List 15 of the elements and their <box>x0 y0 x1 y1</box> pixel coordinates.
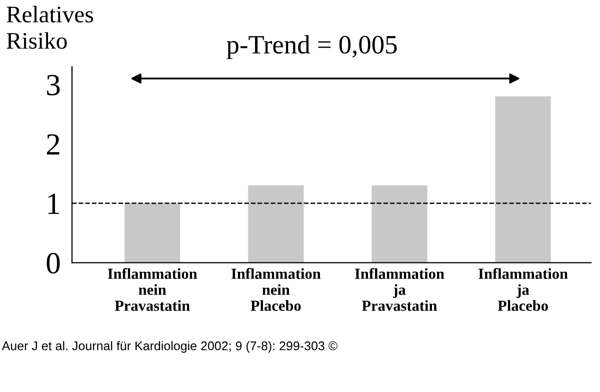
y-axis-title: Relatives Risiko <box>6 6 94 49</box>
x-tick-label: Inflammation nein Pravastatin <box>108 268 198 311</box>
bar <box>495 96 551 263</box>
bar <box>124 203 180 263</box>
x-tick-label: Inflammation ja Placebo <box>478 268 568 311</box>
x-tick-label: Inflammation ja Pravastatin <box>354 268 444 311</box>
text: Auer J et al. Journal für Kardiologie 2002; 9 (7-8): 299-303 © <box>2 341 338 353</box>
y-tick-label: 0 <box>46 252 60 274</box>
y-tick-label: 1 <box>48 194 60 214</box>
text: p-Trend = 0,005 <box>226 35 397 60</box>
x-tick-label: Inflammation nein Placebo <box>231 268 321 311</box>
bar <box>248 185 304 263</box>
bar <box>372 185 428 263</box>
y-tick-label: 2 <box>46 134 60 154</box>
y-tick-label: 3 <box>47 74 60 96</box>
